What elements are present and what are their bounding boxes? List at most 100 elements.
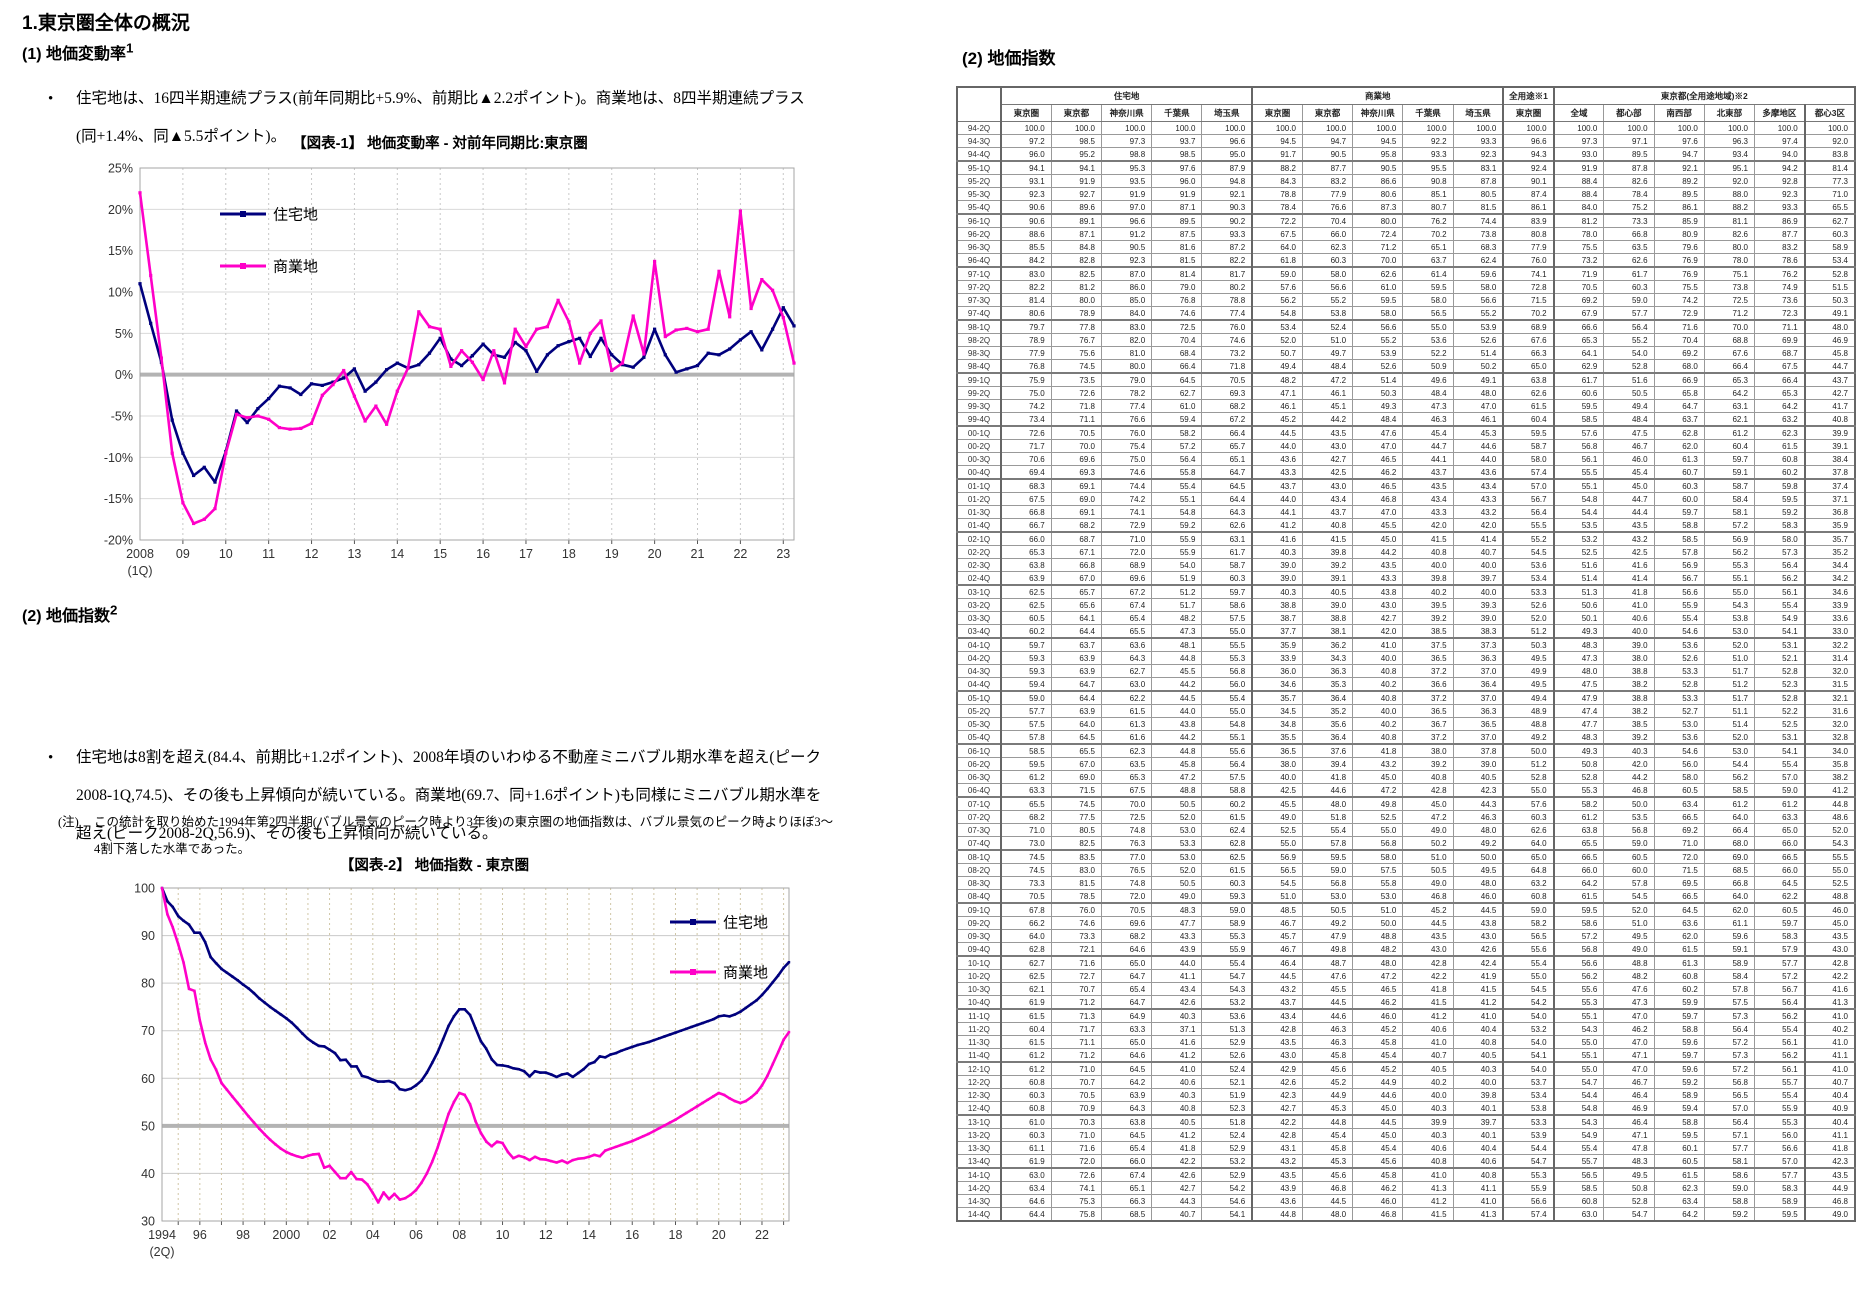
index-value: 69.1	[1050, 478, 1102, 493]
index-value: 53.0	[1151, 849, 1203, 864]
index-value: 41.2	[1402, 1008, 1454, 1023]
quarter-label: 07-3Q	[956, 823, 1002, 837]
data-point-marker	[631, 1139, 634, 1143]
table-row: 99-2Q 75.0 72.6 78.2 62.7 69.3 47.1 46.1 50.3 48.…	[956, 386, 1856, 400]
data-point-marker	[782, 966, 785, 970]
index-value: 58.0	[1502, 452, 1555, 466]
index-value: 66.5	[1552, 849, 1605, 864]
index-value: 64.5	[1151, 372, 1203, 387]
column-header: 千葉県	[1151, 104, 1203, 122]
index-value: 64.0	[1703, 810, 1756, 824]
index-value: 59.7	[1653, 505, 1705, 519]
index-value: 40.6	[1402, 1022, 1454, 1036]
table-row: 12-1Q 61.2 71.0 64.5 41.0 52.4 42.9 45.6 45.2 40.…	[956, 1061, 1856, 1076]
index-value: 63.8	[1502, 372, 1555, 387]
index-value: 81.2	[1050, 280, 1102, 294]
index-value: 100.0	[1703, 121, 1756, 135]
index-value: 38.8	[1301, 611, 1354, 625]
data-point-marker	[485, 1140, 488, 1143]
index-value: 75.8	[1050, 1207, 1102, 1222]
x-tick-label: 22	[733, 547, 747, 561]
x-tick-label: 02	[323, 1228, 337, 1242]
data-point-marker	[360, 1074, 364, 1078]
index-value: 73.4	[999, 412, 1052, 427]
table-row: 98-3Q 77.9 75.6 81.0 68.4 73.2 50.7 49.7 53.9 52.…	[956, 346, 1856, 360]
index-value: 62.3	[1653, 1181, 1705, 1195]
index-value: 53.2	[1552, 531, 1605, 546]
index-value: 85.1	[1402, 187, 1454, 201]
index-value: 59.9	[1653, 995, 1705, 1010]
index-value: 55.0	[1251, 836, 1303, 851]
index-value: 56.8	[1352, 836, 1404, 851]
x-tick-label: 21	[691, 547, 705, 561]
y-tick-label: -20%	[104, 534, 133, 548]
data-point-marker	[323, 1045, 326, 1048]
index-value: 54.8	[1552, 1101, 1605, 1116]
index-value: 56.4	[1703, 1022, 1756, 1036]
index-value: 53.9	[1352, 346, 1404, 360]
index-value: 41.3	[1803, 995, 1856, 1010]
index-value: 55.0	[1502, 969, 1555, 983]
quarter-label: 97-2Q	[956, 280, 1002, 294]
index-value: 59.0	[1754, 783, 1806, 798]
index-value: 64.2	[1653, 1207, 1705, 1222]
index-value: 51.2	[1703, 677, 1756, 692]
data-point-marker	[277, 384, 281, 388]
index-value: 54.8	[1151, 505, 1203, 519]
index-value: 50.5	[1151, 876, 1203, 890]
index-value: 100.0	[1603, 121, 1655, 135]
index-value: 72.0	[1100, 889, 1153, 904]
index-value: 53.6	[1653, 730, 1705, 745]
data-point-marker	[599, 319, 603, 323]
table-body: 94-2Q 100.0 100.0 100.0 100.0 100.0 100.0 100.0…	[956, 121, 1856, 1222]
index-value: 50.7	[1251, 346, 1303, 360]
data-point-marker	[750, 1096, 753, 1099]
quarter-label: 97-1Q	[956, 266, 1002, 281]
data-point-marker	[706, 351, 710, 355]
index-value: 45.5	[1352, 518, 1404, 533]
index-value: 49.2	[1452, 836, 1504, 851]
index-value: 100.0	[1653, 121, 1705, 135]
table-section-heading: (2) 地価指数	[962, 49, 1056, 68]
index-value: 56.5	[1703, 1088, 1756, 1102]
index-value: 64.5	[1100, 1128, 1153, 1142]
index-value: 36.7	[1402, 717, 1454, 731]
chart1-land-price-change: -20%-15%-10%-5%0%5%10%15%20%25%2008(1Q)0…	[104, 162, 796, 578]
data-point-marker	[620, 361, 625, 365]
index-value: 63.9	[1050, 664, 1102, 678]
index-value: 46.5	[1352, 982, 1404, 996]
index-value: 54.5	[1502, 545, 1555, 559]
data-point-marker	[567, 340, 571, 344]
index-value: 100.0	[1301, 121, 1354, 135]
index-value: 77.3	[1803, 174, 1856, 188]
index-value: 34.5	[1251, 704, 1303, 718]
index-value: 53.8	[1301, 306, 1354, 321]
index-value: 48.2	[1151, 611, 1203, 625]
index-value: 49.0	[1803, 1207, 1856, 1222]
index-value: 71.2	[1050, 1048, 1102, 1063]
data-point-marker	[524, 345, 528, 349]
column-header: 埼玉県	[1201, 104, 1253, 122]
index-value: 44.5	[1251, 425, 1303, 440]
index-value: 44.8	[1301, 1114, 1354, 1129]
index-value: 82.8	[1050, 253, 1102, 268]
index-value: 68.3	[999, 478, 1052, 493]
index-value: 52.0	[1703, 637, 1756, 652]
index-value: 54.6	[1201, 1194, 1253, 1208]
index-value: 54.6	[1653, 743, 1705, 758]
table-row: 09-3Q 64.0 73.3 68.2 43.3 55.3 45.7 47.9 48.8 43.…	[956, 929, 1856, 943]
index-value: 55.0	[1803, 863, 1856, 877]
index-value: 48.2	[1352, 942, 1404, 957]
index-value: 87.5	[1151, 227, 1203, 241]
index-value: 37.2	[1402, 690, 1454, 705]
index-value: 44.5	[1352, 1114, 1404, 1129]
data-point-marker	[642, 355, 646, 359]
index-value: 49.0	[1251, 810, 1303, 824]
index-value: 45.4	[1352, 1048, 1404, 1063]
index-value: 72.0	[1100, 545, 1153, 559]
index-value: 70.7	[1050, 982, 1102, 996]
index-value: 39.0	[1452, 611, 1504, 625]
data-point-marker	[647, 1040, 650, 1044]
index-value: 43.0	[1301, 478, 1354, 493]
data-point-marker	[782, 1038, 785, 1041]
